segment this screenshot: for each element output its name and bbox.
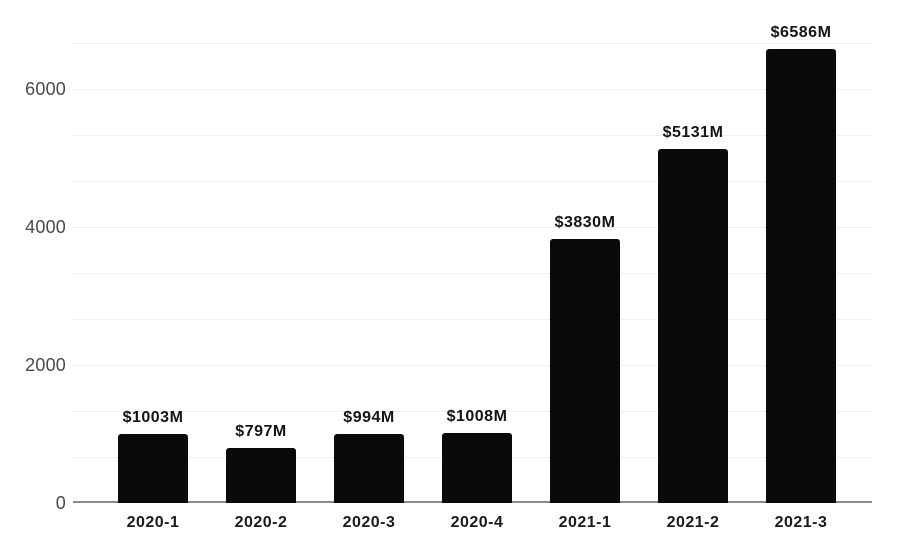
x-axis-category-label: 2020-3	[342, 514, 396, 531]
bar	[550, 239, 620, 503]
x-axis-category-label: 2021-3	[774, 514, 828, 531]
bar-value-label: $3830M	[554, 214, 616, 231]
bars-area: $1003M 2020-1 $797M 2020-2 $994M 2020-3 $1008M…	[99, 24, 855, 531]
gridline	[73, 365, 872, 366]
bar	[442, 433, 512, 503]
x-axis-category-label: 2021-2	[666, 514, 720, 531]
x-axis-category-label: 2020-2	[234, 514, 288, 531]
bar-value-label: $994M	[343, 409, 395, 426]
gridline	[73, 411, 872, 412]
gridline	[73, 181, 872, 182]
bar-slot: $797M 2020-2	[207, 43, 315, 531]
x-axis-category-label: 2020-4	[450, 514, 504, 531]
bar	[658, 149, 728, 503]
bar-value-label: $797M	[235, 423, 287, 440]
gridline	[73, 135, 872, 136]
bar-slot: $994M 2020-3	[315, 43, 423, 531]
gridline	[73, 89, 872, 90]
bar	[766, 49, 836, 503]
bar-slot: $5131M 2021-2	[639, 43, 747, 531]
bar-value-label: $6586M	[770, 24, 832, 41]
x-axis-category-label: 2020-1	[126, 514, 180, 531]
gridline	[73, 43, 872, 44]
y-axis-tick-label: 0	[55, 493, 66, 513]
gridline	[73, 273, 872, 274]
bar-value-label: $1003M	[122, 409, 184, 426]
bar-slot: $1003M 2020-1	[99, 43, 207, 531]
gridline	[73, 227, 872, 228]
bar	[334, 434, 404, 503]
bar-value-label: $1008M	[446, 408, 508, 425]
y-axis-tick-label: 6000	[25, 79, 66, 99]
bar	[226, 448, 296, 503]
bar-slot: $3830M 2021-1	[531, 43, 639, 531]
y-axis-tick-label: 2000	[25, 355, 66, 375]
bar-slot: $1008M 2020-4	[423, 43, 531, 531]
gridline	[73, 319, 872, 320]
y-axis-tick-label: 4000	[25, 217, 66, 237]
bar-slot: $6586M 2021-3	[747, 24, 855, 531]
x-axis-category-label: 2021-1	[558, 514, 612, 531]
bar-value-label: $5131M	[662, 124, 724, 141]
bar	[118, 434, 188, 503]
